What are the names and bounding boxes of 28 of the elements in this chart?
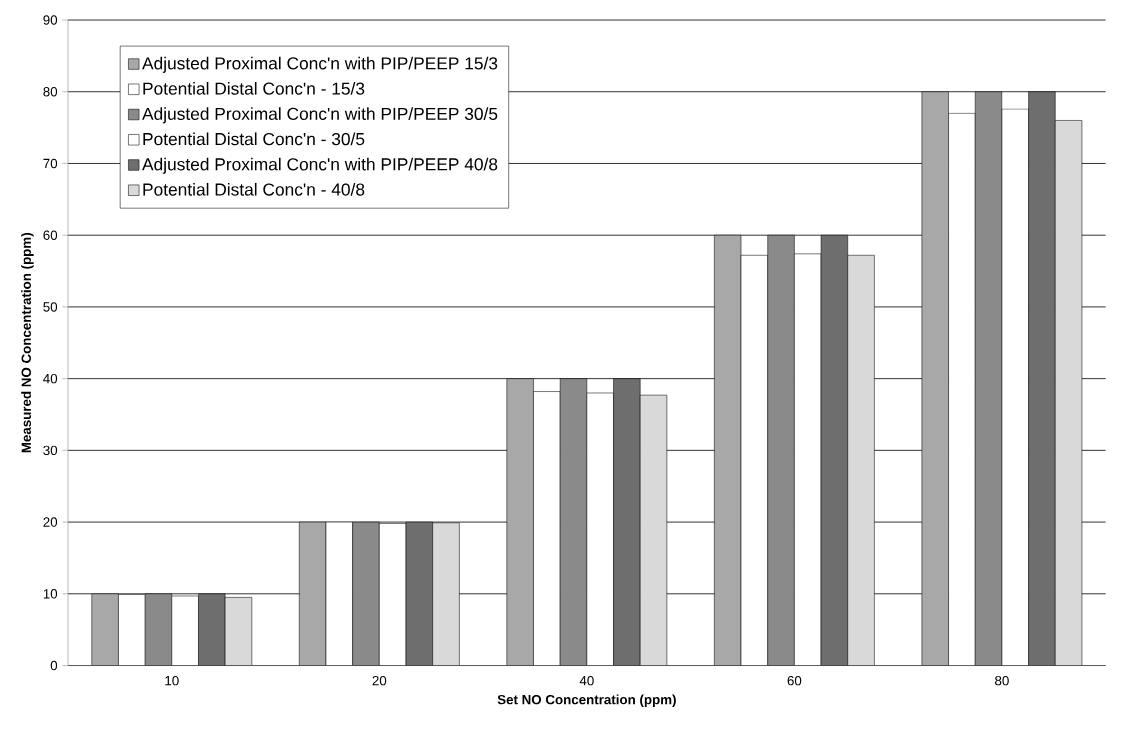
x-axis-title: Set NO Concentration (ppm) (497, 694, 676, 708)
y-tick-label: 10 (43, 589, 58, 599)
x-tick-label: 20 (372, 676, 387, 686)
legend-label: Potential Distal Conc'n - 15/3 (143, 82, 365, 95)
bar (639, 395, 668, 666)
x-tick-label: 60 (787, 676, 802, 686)
legend-label: Adjusted Proximal Conc'n with PIP/PEEP 30/5 (142, 107, 498, 124)
y-tick-label: 60 (43, 230, 58, 241)
y-tick-label: 40 (43, 374, 58, 384)
x-tick-label: 10 (165, 676, 179, 686)
y-tick-label: 30 (43, 445, 58, 456)
y-tick-label: 50 (43, 302, 58, 312)
bar (432, 522, 460, 666)
x-tick-label: 80 (995, 676, 1009, 686)
y-tick-label: 0 (50, 661, 58, 671)
y-tick-label: 90 (43, 15, 58, 25)
x-tick-label: 40 (579, 676, 594, 686)
bar (1054, 120, 1083, 666)
y-axis-title: Measured NO Concentration (ppm) (21, 233, 34, 453)
legend-label: Adjusted Proximal Conc'n with PIP/PEEP 40/8 (142, 157, 498, 175)
bar (847, 255, 875, 666)
legend-label: Potential Distal Conc'n - 40/8 (143, 183, 365, 196)
y-tick-label: 70 (43, 158, 58, 169)
legend-label: Potential Distal Conc'n - 30/5 (143, 132, 365, 146)
legend-label: Adjusted Proximal Conc'n with PIP/PEEP 15/3 (142, 56, 498, 74)
y-tick-label: 80 (43, 87, 58, 97)
bar (224, 597, 253, 666)
y-tick-label: 20 (43, 517, 58, 528)
